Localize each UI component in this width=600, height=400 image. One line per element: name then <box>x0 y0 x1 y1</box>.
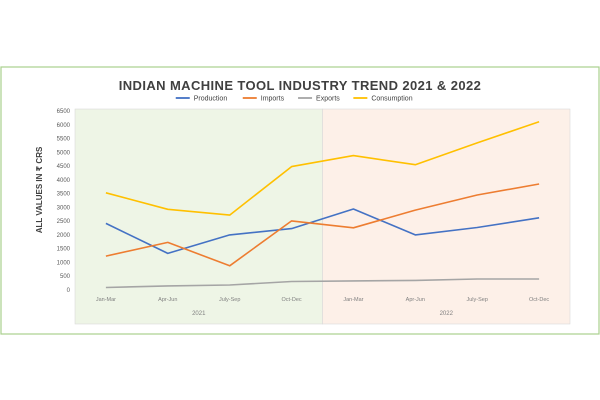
y-tick-label: 3500 <box>57 192 71 198</box>
x-axis-group-labels: 2021 2022 <box>192 311 454 317</box>
y-tick-label: 0 <box>67 288 71 294</box>
x-tick-label: Oct-Dec <box>281 297 301 303</box>
y-tick-label: 2000 <box>57 233 71 239</box>
legend-label-exports: Exports <box>316 96 340 103</box>
series-line-imports <box>105 183 540 267</box>
y-tick-label: 5500 <box>57 137 71 143</box>
y-tick-label: 1000 <box>57 260 71 266</box>
x-tick-label: July-Sep <box>219 297 240 303</box>
y-tick-label: 4500 <box>57 164 71 170</box>
group-bands <box>74 108 571 325</box>
series-line-exports <box>105 278 540 289</box>
series-lines <box>105 120 540 289</box>
x-tick-label: Jan-Mar <box>96 297 116 303</box>
y-tick-label: 1500 <box>57 247 71 253</box>
y-tick-label: 3000 <box>57 205 71 211</box>
group-band-2022 <box>322 108 571 325</box>
y-axis-ticks: 0 500 1000 1500 2000 2500 3000 3500 4000 4500 5000… <box>57 109 71 294</box>
y-tick-label: 6500 <box>57 109 71 115</box>
x-tick-label: Apr-Jun <box>158 297 177 303</box>
x-tick-label: Apr-Jun <box>406 297 425 303</box>
group-band-2021 <box>74 108 323 325</box>
y-tick-label: 4000 <box>57 178 71 184</box>
x-axis-ticks: Jan-Mar Apr-Jun July-Sep Oct-Dec Jan-Mar Apr-… <box>96 297 550 303</box>
legend-label-production: Production <box>194 96 228 103</box>
y-tick-label: 5000 <box>57 150 71 156</box>
legend: Production Imports Exports Consumption <box>175 96 413 103</box>
chart-title: INDIAN MACHINE TOOL INDUSTRY TREND 2021 … <box>119 78 482 93</box>
legend-label-imports: Imports <box>261 96 285 103</box>
series-line-consumption <box>105 120 540 216</box>
x-tick-label: July-Sep <box>466 297 487 303</box>
y-tick-label: 6000 <box>57 123 71 129</box>
y-tick-label: 500 <box>60 274 71 280</box>
x-tick-label: Oct-Dec <box>529 297 549 303</box>
series-line-production <box>105 208 540 255</box>
y-axis-label: ALL VALUES IN ₹ CRS <box>35 146 44 233</box>
y-tick-label: 2500 <box>57 219 71 225</box>
group-label-2022: 2022 <box>440 311 454 317</box>
group-label-2021: 2021 <box>192 311 206 317</box>
legend-label-consumption: Consumption <box>371 96 412 103</box>
x-tick-label: Jan-Mar <box>343 297 363 303</box>
